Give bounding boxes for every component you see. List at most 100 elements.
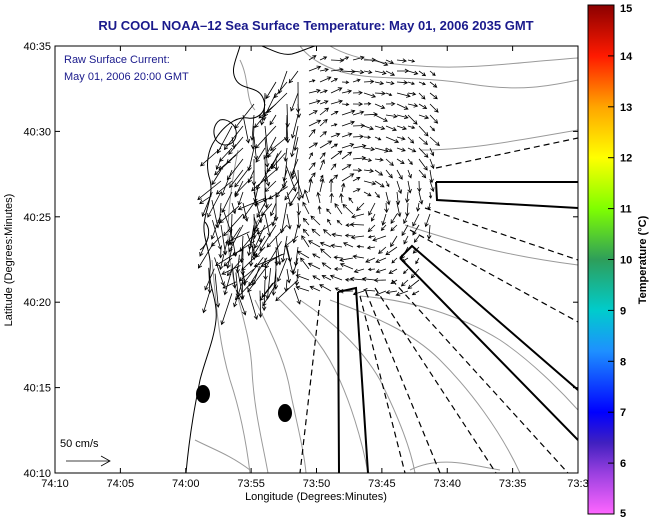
- x-tick-label: 73:40: [433, 478, 461, 490]
- current-vector: [407, 136, 415, 144]
- current-vector: [385, 246, 398, 256]
- current-vector: [371, 213, 376, 222]
- current-vector: [255, 125, 277, 149]
- beam-dashed: [424, 207, 578, 261]
- current-vector: [247, 287, 258, 321]
- current-vector: [330, 150, 343, 160]
- current-vector: [223, 257, 233, 267]
- beam-dashed: [391, 279, 569, 473]
- current-vector: [241, 257, 255, 271]
- current-vector: [405, 191, 410, 204]
- current-vector: [367, 267, 376, 272]
- current-vector: [301, 235, 310, 248]
- current-vector: [264, 180, 277, 193]
- current-vector: [247, 169, 255, 184]
- current-vector: [293, 168, 305, 199]
- current-vector: [396, 80, 409, 85]
- current-vector: [286, 268, 291, 284]
- current-vector: [197, 180, 222, 201]
- current-vector: [276, 257, 288, 283]
- current-vector: [329, 192, 334, 204]
- x-axis-label: Longitude (Degrees:Minutes): [245, 491, 387, 503]
- current-vector: [339, 192, 344, 204]
- current-vector: [341, 80, 350, 84]
- current-vector: [214, 273, 221, 308]
- current-vector: [308, 55, 317, 61]
- current-vector: [363, 191, 372, 197]
- current-vector: [385, 113, 398, 119]
- current-vector: [351, 213, 365, 219]
- current-vector: [281, 235, 288, 263]
- current-vector: [374, 114, 388, 122]
- current-vector: [352, 168, 363, 173]
- current-vector: [223, 268, 233, 296]
- current-vector: [269, 136, 288, 151]
- current-vector: [374, 91, 386, 96]
- current-vector: [374, 147, 390, 153]
- current-vector: [412, 213, 420, 227]
- radar-station-marker: [278, 404, 292, 422]
- current-vector: [341, 109, 356, 116]
- current-vector: [308, 152, 313, 160]
- current-vector: [429, 114, 439, 124]
- current-vector: [300, 257, 310, 270]
- colorbar-tick-label: 6: [620, 458, 626, 470]
- depth-contour: [404, 224, 578, 266]
- colorbar-ticks: 15 14 13 12 11 10 9 8 7 6 5: [608, 3, 633, 519]
- current-vector: [262, 283, 277, 307]
- current-vector: [407, 158, 413, 166]
- current-vector: [390, 224, 398, 232]
- current-vector: [344, 233, 354, 238]
- current-vector: [352, 69, 365, 75]
- colorbar-tick-label: 7: [620, 407, 626, 419]
- current-vector: [411, 290, 420, 296]
- colorbar-tick-label: 10: [620, 255, 632, 267]
- current-vector: [417, 180, 422, 193]
- current-vector: [308, 172, 316, 182]
- current-vector: [374, 169, 384, 176]
- current-vector: [352, 55, 365, 61]
- current-vector: [385, 136, 400, 144]
- current-vector: [319, 241, 332, 248]
- current-vector: [319, 89, 328, 94]
- current-vector: [285, 244, 295, 275]
- depth-contour: [227, 149, 269, 473]
- current-vector: [418, 92, 426, 100]
- current-vector: [228, 227, 241, 245]
- current-vector: [363, 92, 377, 98]
- colorbar-tick-label: 13: [620, 102, 632, 114]
- current-vector: [428, 191, 433, 199]
- current-vector: [308, 88, 321, 94]
- current-vector: [341, 120, 355, 127]
- current-vector: [319, 152, 326, 160]
- current-vector: [352, 177, 361, 182]
- current-vector: [352, 254, 365, 260]
- current-vector: [201, 191, 213, 217]
- current-vector: [330, 132, 341, 138]
- depth-contour: [194, 439, 251, 471]
- current-vector: [342, 242, 354, 248]
- current-vector: [290, 125, 299, 158]
- current-vector: [385, 101, 396, 107]
- current-vector: [385, 191, 391, 206]
- current-vector: [374, 191, 380, 199]
- current-vector: [308, 119, 322, 127]
- colorbar: 15 14 13 12 11 10 9 8 7 6 5 Temperature (°C): [587, 3, 649, 519]
- y-tick-label: 40:10: [23, 468, 51, 480]
- current-vector: [407, 114, 418, 125]
- current-vector: [221, 191, 233, 214]
- current-vector: [429, 125, 436, 132]
- current-vector: [215, 180, 233, 195]
- depth-contour: [279, 299, 369, 473]
- colorbar-tick-label: 15: [620, 3, 632, 15]
- current-vector: [319, 284, 332, 292]
- current-vector: [204, 268, 215, 291]
- plot-background: [55, 46, 578, 473]
- current-vector: [363, 180, 377, 186]
- current-vector: [363, 125, 374, 131]
- current-vector: [283, 147, 288, 162]
- current-vector: [395, 191, 401, 206]
- coast-staten-island: [213, 119, 237, 146]
- current-vector: [429, 158, 435, 170]
- current-vector: [363, 69, 373, 74]
